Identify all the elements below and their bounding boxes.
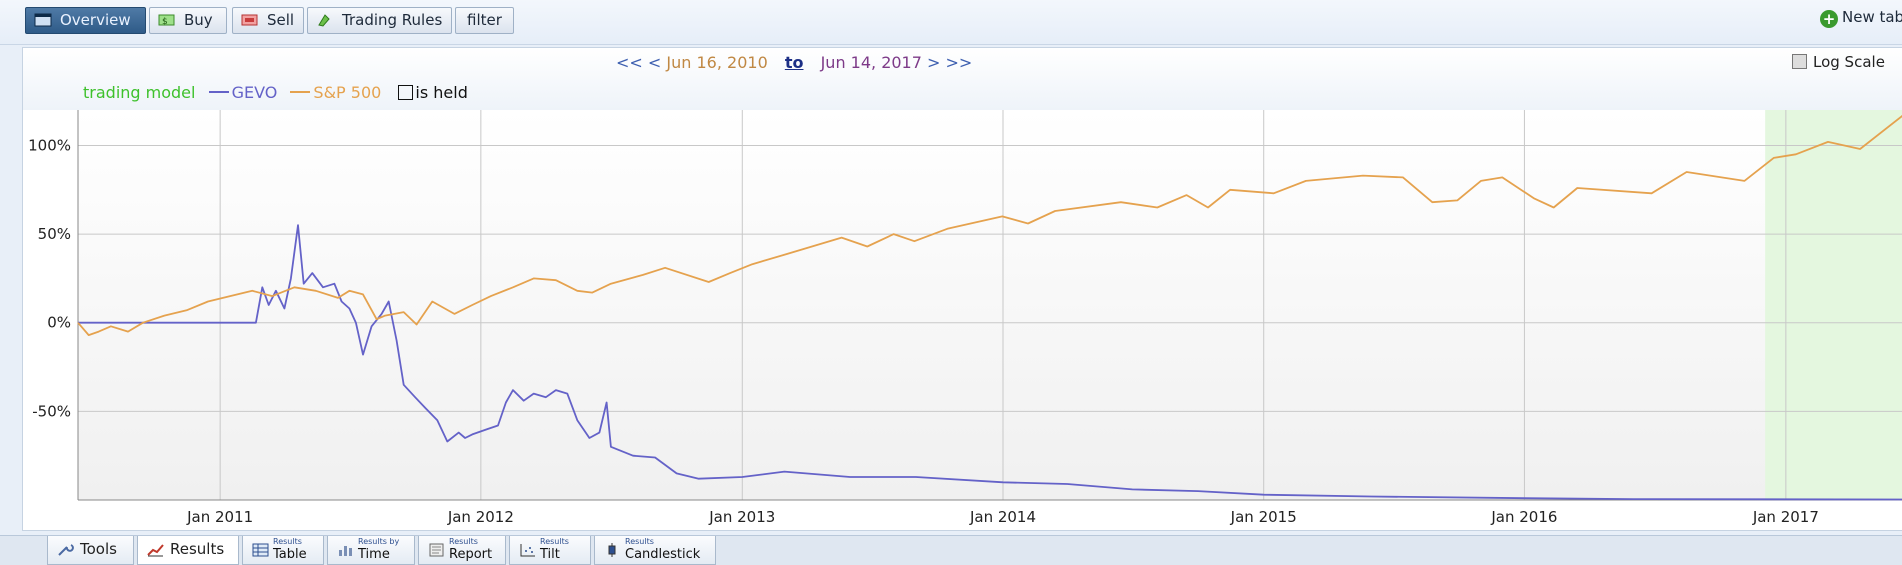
end-date[interactable]: Jun 14, 2017 — [820, 53, 922, 72]
next-button[interactable]: > — [927, 53, 941, 72]
legend-gevo-swatch — [208, 91, 229, 93]
buy-label: Buy — [184, 11, 213, 29]
tab-results-candlestick[interactable]: Results Candlestick — [594, 536, 716, 565]
tab-tilt-small: Results — [540, 537, 569, 546]
trading-rules-label: Trading Rules — [342, 11, 443, 29]
y-tick-label: 50% — [38, 225, 71, 243]
prev-button[interactable]: < — [647, 53, 662, 72]
tab-time-label: Time — [358, 547, 390, 562]
buy-icon: $ — [158, 14, 175, 27]
tab-candlestick-small: Results — [625, 537, 654, 546]
tab-tools-label: Tools — [80, 540, 117, 558]
chart-legend: trading model GEVO S&P 500 is held — [83, 83, 468, 102]
sp500-series-line — [77, 114, 1902, 336]
table-icon — [252, 543, 269, 557]
filter-label: filter — [467, 11, 502, 29]
tab-results-label: Results — [170, 540, 225, 558]
y-tick-label: -50% — [32, 402, 71, 420]
tab-results-tilt[interactable]: Results Tilt — [509, 536, 591, 565]
y-tick-label: 0% — [47, 314, 71, 332]
legend-held-swatch — [398, 85, 414, 100]
performance-chart: Jan 2011 Jan 2012 Jan 2013 Jan 2014 Jan 2015… — [28, 110, 1902, 526]
log-scale-label: Log Scale — [1813, 53, 1885, 71]
legend-sp500: S&P 500 — [313, 83, 382, 102]
x-tick-label: Jan 2011 — [186, 508, 253, 526]
gevo-series-line — [78, 224, 1902, 501]
bottom-tab-bar: Tools Results Results Table Results by T… — [0, 535, 1902, 565]
overview-icon — [34, 13, 52, 27]
overview-label: Overview — [60, 11, 131, 29]
tab-results-table[interactable]: Results Table — [242, 536, 324, 565]
trading-rules-button[interactable]: Trading Rules — [307, 7, 452, 34]
results-chart-icon — [147, 544, 164, 557]
x-tick-label: Jan 2014 — [969, 508, 1036, 526]
new-tab-button[interactable]: + New tab — [1820, 8, 1902, 28]
x-tick-label: Jan 2013 — [708, 508, 775, 526]
date-range-nav: << < Jun 16, 2010 to Jun 14, 2017 > >> — [616, 53, 972, 72]
y-tick-label: 100% — [28, 136, 71, 154]
sell-icon — [241, 14, 258, 26]
tab-candlestick-label: Candlestick — [625, 547, 701, 562]
plot-area — [78, 110, 1902, 500]
tab-results-report[interactable]: Results Report — [418, 536, 506, 565]
tab-results-time[interactable]: Results by Time — [327, 536, 415, 565]
sell-button[interactable]: Sell — [232, 7, 304, 34]
filter-button[interactable]: filter — [455, 7, 514, 34]
time-bars-icon — [339, 546, 352, 556]
prev-far-button[interactable]: << — [616, 53, 643, 72]
overview-button[interactable]: Overview — [25, 7, 146, 34]
tab-table-small: Results — [273, 537, 302, 546]
tab-tools[interactable]: Tools — [47, 536, 134, 565]
tab-results[interactable]: Results — [137, 536, 239, 565]
legend-is-held: is held — [415, 83, 468, 102]
legend-sp500-swatch — [290, 91, 311, 93]
legend-trading-model: trading model — [83, 83, 196, 102]
chart-header — [23, 48, 1902, 110]
new-tab-label: New tab — [1842, 8, 1902, 26]
x-tick-label: Jan 2015 — [1230, 508, 1297, 526]
top-toolbar: Overview $ Buy Sell Trading Rules filter… — [0, 0, 1902, 45]
report-icon — [429, 543, 444, 557]
x-tick-label: Jan 2012 — [447, 508, 514, 526]
to-link[interactable]: to — [784, 53, 804, 72]
x-tick-label: Jan 2017 — [1752, 508, 1819, 526]
x-tick-label: Jan 2016 — [1490, 508, 1557, 526]
tilt-icon — [520, 544, 535, 557]
log-scale-toggle[interactable]: Log Scale — [1792, 53, 1885, 71]
buy-button[interactable]: $ Buy — [149, 7, 227, 34]
legend-gevo: GEVO — [231, 83, 278, 102]
tab-tilt-label: Tilt — [540, 547, 560, 562]
plus-icon: + — [1820, 10, 1838, 28]
wrench-icon — [58, 544, 74, 556]
tab-report-small: Results — [449, 537, 478, 546]
candlestick-icon — [608, 543, 616, 557]
start-date[interactable]: Jun 16, 2010 — [666, 53, 768, 72]
held-region — [1765, 110, 1902, 500]
svg-text:$: $ — [162, 17, 168, 27]
tab-table-label: Table — [273, 547, 307, 562]
tab-time-small: Results by — [358, 537, 400, 546]
log-scale-checkbox[interactable] — [1792, 54, 1807, 69]
trading-rules-icon — [318, 14, 330, 27]
sell-label: Sell — [267, 11, 295, 29]
next-far-button[interactable]: >> — [945, 53, 973, 72]
tab-report-label: Report — [449, 547, 493, 562]
chart-panel: << < Jun 16, 2010 to Jun 14, 2017 > >> L… — [22, 47, 1902, 531]
